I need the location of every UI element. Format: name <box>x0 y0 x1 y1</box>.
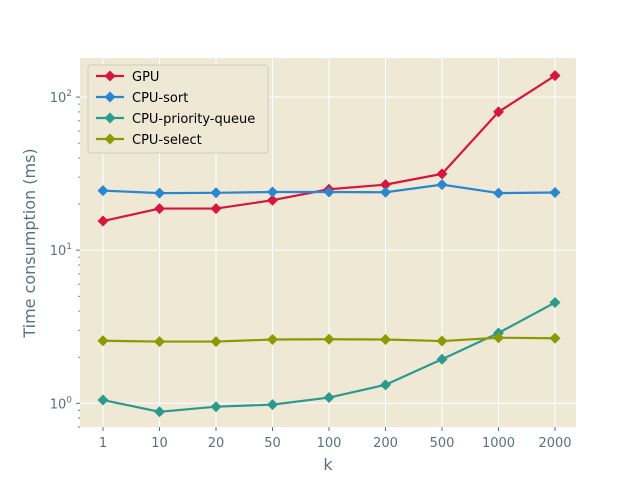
data-point <box>267 333 278 345</box>
x-ticks: 1 10 20 50 100 200 500 1000 2000 <box>99 427 572 451</box>
legend-marker <box>104 91 116 103</box>
y-axis-title: Time consumption (ms) <box>20 148 39 338</box>
legend-item: GPU <box>96 70 159 85</box>
data-point <box>267 399 278 411</box>
data-point <box>380 379 391 391</box>
data-point <box>210 187 222 199</box>
x-axis-title: k <box>323 455 333 474</box>
legend-item: CPU-priority-queue <box>96 112 255 127</box>
data-point <box>323 392 335 404</box>
x-tick-label: 20 <box>208 436 225 451</box>
data-point <box>493 187 504 199</box>
legend-box <box>87 64 269 154</box>
data-point <box>549 187 561 199</box>
data-point <box>97 335 109 347</box>
legend-item: CPU-sort <box>96 91 188 106</box>
y-tick-label: 101 <box>50 242 72 259</box>
data-point <box>97 215 109 227</box>
data-point <box>267 194 278 206</box>
data-point <box>97 185 109 197</box>
data-point <box>436 335 448 347</box>
data-point <box>210 336 222 348</box>
data-point <box>380 333 391 345</box>
legend-marker <box>104 133 116 145</box>
data-point <box>549 297 561 309</box>
data-point <box>323 333 335 345</box>
data-point <box>210 401 222 413</box>
data-point <box>154 187 165 199</box>
x-tick-label: 1 <box>99 436 107 451</box>
data-point <box>436 168 448 180</box>
data-point <box>549 332 561 344</box>
legend-label: CPU-select <box>132 133 202 148</box>
x-tick-label: 2000 <box>538 436 571 451</box>
legend-label: CPU-priority-queue <box>132 112 255 127</box>
data-point <box>210 203 222 215</box>
legend-item: CPU-select <box>96 133 202 148</box>
data-point <box>493 106 504 118</box>
legend-label: CPU-sort <box>132 91 188 106</box>
legend: GPU CPU-sort CPU-priority-queue CPU-select <box>87 64 269 154</box>
x-tick-label: 10 <box>151 436 168 451</box>
x-tick-label: 500 <box>430 436 455 451</box>
data-point <box>380 186 391 198</box>
data-point <box>154 336 165 348</box>
x-tick-label: 1000 <box>482 436 515 451</box>
x-tick-label: 100 <box>317 436 342 451</box>
y-minor-ticks <box>78 103 80 428</box>
x-tick-label: 50 <box>264 436 281 451</box>
data-point <box>154 406 165 418</box>
y-tick-label: 102 <box>50 89 72 106</box>
x-tick-label: 200 <box>373 436 398 451</box>
legend-marker <box>104 112 116 124</box>
y-tick-label: 100 <box>50 395 73 412</box>
data-point <box>97 394 109 406</box>
data-point <box>549 70 561 82</box>
data-point <box>436 353 448 365</box>
series-layer <box>97 70 561 418</box>
data-point <box>154 203 165 215</box>
series-cpu-sort <box>97 179 561 199</box>
data-point <box>436 179 448 191</box>
data-point <box>323 186 335 198</box>
data-point <box>493 332 504 344</box>
series-cpu-select <box>97 332 561 348</box>
y-ticks: 100 101 102 <box>50 89 80 412</box>
data-point <box>380 179 391 191</box>
legend-label: GPU <box>132 70 159 85</box>
data-point <box>267 186 278 198</box>
legend-marker <box>104 70 116 82</box>
